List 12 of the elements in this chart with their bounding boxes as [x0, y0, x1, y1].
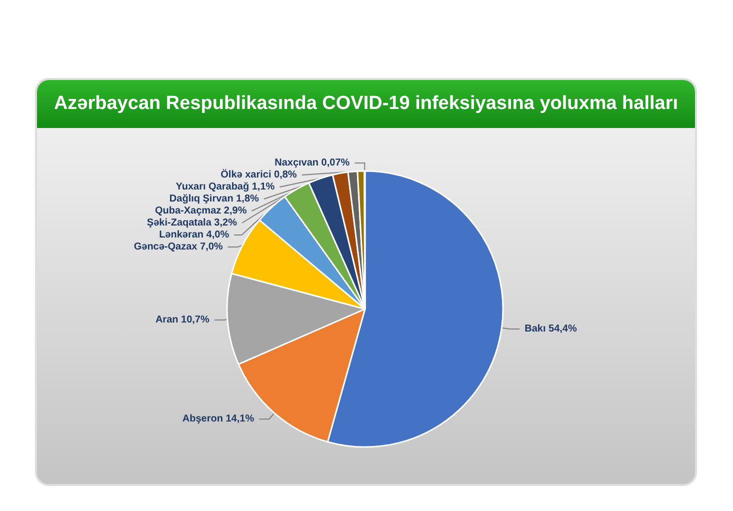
slice-label: Lənkəran 4,0%: [159, 230, 230, 240]
slice-label: Ölkə xarici 0,8%: [220, 168, 297, 180]
slice-label: Naxçıvan 0,07%: [274, 158, 350, 168]
slice-label: Abşeron 14,1%: [182, 414, 254, 425]
chart-title: Azərbaycan Respublikasında COVID-19 infeksiyasına yoluxma halları: [37, 80, 695, 128]
slice-label: Gəncə-Qazax 7,0%: [134, 242, 223, 252]
slice-label: Bakı 54,4%: [524, 323, 577, 334]
slice-label: Quba-Xaçmaz 2,9%: [155, 206, 247, 216]
slice-label: Aran 10,7%: [155, 314, 210, 326]
slice-label: Yuxarı Qarabağ 1,1%: [176, 182, 275, 192]
slice-label: Dağlıq Şirvan 1,8%: [169, 194, 260, 204]
slice-label: Şəki-Zaqatala 3,2%: [146, 218, 238, 228]
